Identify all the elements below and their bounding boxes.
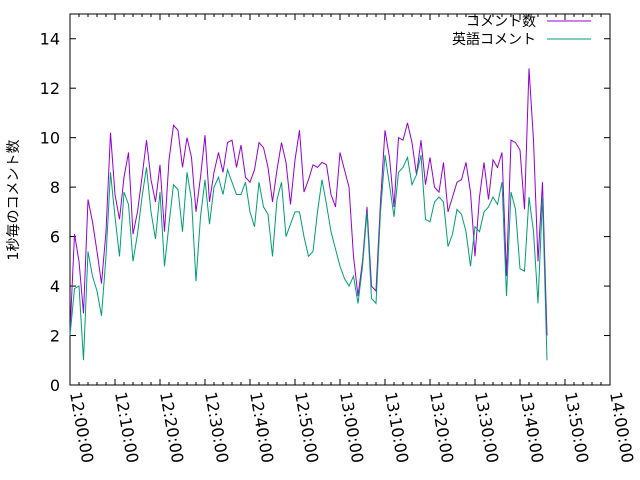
series-line-2 (69, 154, 548, 361)
legend-label: 英語コメント (452, 31, 536, 48)
legend-label: コメント数 (466, 14, 536, 30)
y-tick-label: 14 (40, 30, 60, 49)
y-tick-label: 8 (50, 178, 60, 197)
y-tick-label: 2 (50, 327, 60, 346)
series-line-1 (69, 68, 548, 336)
y-tick-label: 6 (50, 228, 60, 247)
y-tick-label: 4 (50, 277, 60, 296)
y-axis-ticks: 0 2 4 6 8 10 12 14 (40, 30, 610, 395)
series-lines (69, 68, 548, 361)
y-axis-label: 1秒毎のコメント数 (6, 140, 22, 261)
y-tick-label: 10 (40, 129, 60, 148)
y-tick-label: 12 (40, 79, 60, 98)
y-tick-label: 0 (50, 376, 60, 395)
